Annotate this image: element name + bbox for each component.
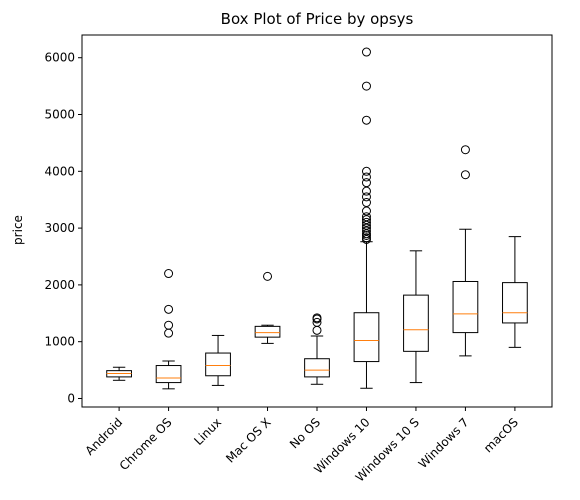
chart-title: Box Plot of Price by opsys [221,10,414,28]
box-windows-7 [452,145,479,357]
box-windows-10-s [403,250,429,384]
boxes-layer [106,47,528,390]
box-windows-10 [353,47,380,389]
iqr-box [353,312,380,363]
outlier-point [312,325,322,335]
box-linux [205,334,231,386]
iqr-box [502,282,528,324]
box-chrome-os [155,269,182,390]
x-tick-label: Linux [191,415,224,448]
iqr-box [254,325,281,338]
y-tick-label: 5000 [44,108,75,122]
x-tick-label: Windows 7 [416,415,472,471]
outlier-point [361,172,371,182]
outlier-point [361,217,371,227]
outlier-point [361,192,371,202]
y-tick-label: 2000 [44,278,75,292]
box-android [106,366,132,381]
y-axis-label: price [11,215,25,245]
x-tick-label: macOS [481,415,521,455]
outlier-point [312,313,322,323]
outlier-point [460,170,470,180]
x-tick-label: Android [83,415,126,458]
outlier-point [361,233,371,243]
outlier-point [361,212,371,222]
iqr-box [403,294,429,352]
iqr-box [205,352,231,377]
outlier-point [312,317,322,327]
outlier-point [361,206,371,216]
box-macos [502,236,528,348]
iqr-box [304,358,330,378]
box-no-os [304,313,330,385]
iqr-box [452,280,479,334]
x-tick-label: Mac OS X [223,415,273,465]
y-tick-label: 4000 [44,164,75,178]
y-tick-label: 0 [67,391,75,405]
y-tick-label: 6000 [44,51,75,65]
outlier-point [361,178,371,188]
outlier-point [361,198,371,208]
x-tick-label: Chrome OS [117,415,175,473]
outlier-point [361,186,371,196]
x-tick-label: No OS [287,415,323,451]
outlier-point [164,328,174,338]
iqr-box [155,365,182,384]
outlier-point [164,269,174,279]
outlier-point [361,220,371,230]
outlier-point [263,271,273,281]
outlier-point [361,229,371,239]
outlier-point [361,226,371,236]
outlier-point [164,304,174,314]
y-axis: 0 1000 2000 3000 4000 5000 6000 [44,51,82,405]
outlier-point [460,145,470,155]
y-tick-label: 3000 [44,221,75,235]
outlier-point [361,223,371,233]
outlier-point [361,215,371,225]
y-tick-label: 1000 [44,335,75,349]
outlier-point [361,166,371,176]
outlier-point [361,47,371,57]
box-mac-os-x [254,271,281,344]
outlier-point [361,115,371,125]
outlier-point [361,81,371,91]
outlier-point [164,320,174,330]
